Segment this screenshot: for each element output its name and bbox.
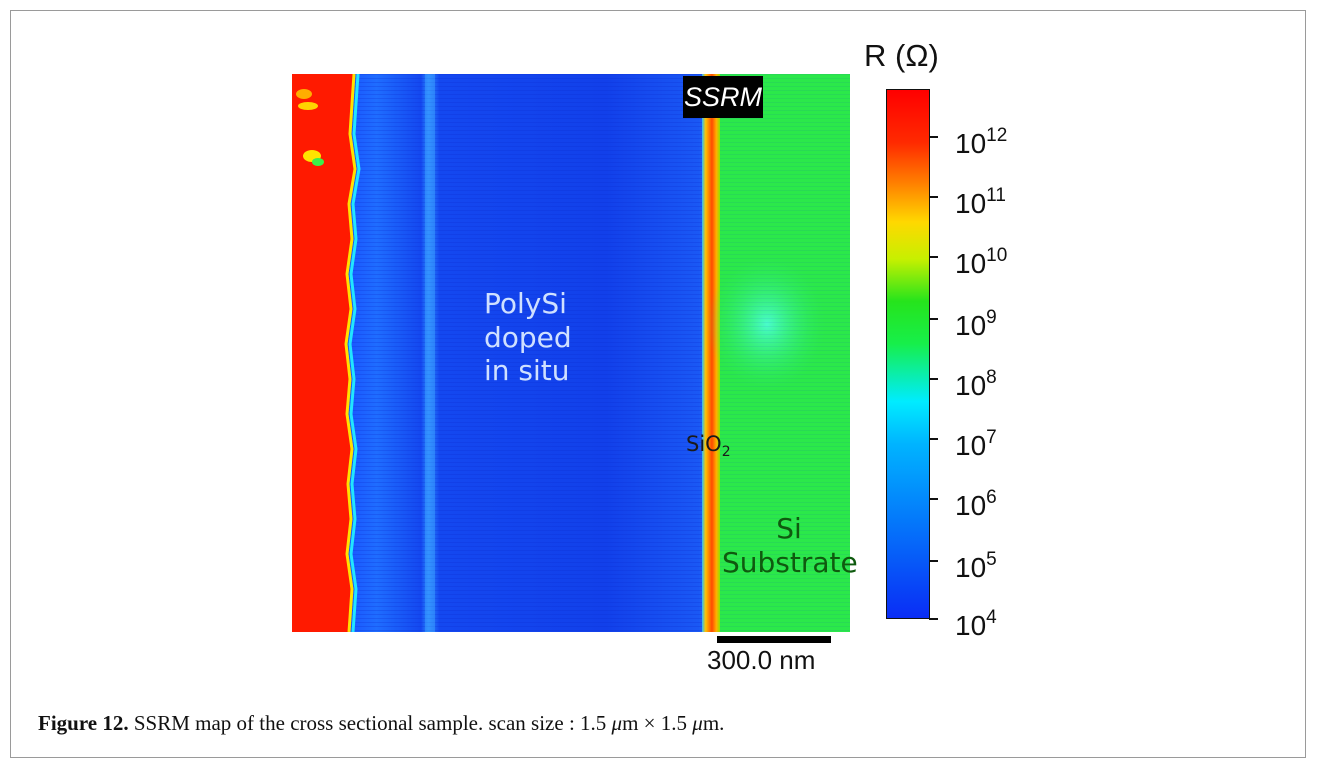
colorbar-tick [929,498,938,500]
colorbar-tick [929,438,938,440]
sio2-label-sub: 2 [721,444,731,461]
colorbar-label: 1012 [955,125,1008,159]
colorbar-label: 106 [955,487,997,521]
polysi-label-line-1: PolySi [484,287,567,320]
polysi-region-label: PolySi doped in situ [484,287,572,388]
colorbar-label: 109 [955,307,997,341]
ssrm-map-image [292,74,850,632]
colorbar-title: R (Ω) [864,38,939,73]
colorbar [886,89,930,619]
colorbar-label: 108 [955,367,997,401]
colorbar-tick [929,560,938,562]
sio2-region-label: SiO2 [686,432,731,461]
colorbar-tick [929,256,938,258]
colorbar-tick [929,618,938,620]
caption-label: Figure 12. [38,711,129,735]
polysi-label-line-2: doped [484,320,572,354]
colorbar-label: 1011 [955,185,1006,219]
scale-bar-label: 300.0 nm [707,645,816,675]
colorbar-tick [929,378,938,380]
figure-caption: Figure 12. SSRM map of the cross section… [38,711,725,735]
ssrm-map [292,74,850,632]
colorbar-tick [929,318,938,320]
polysi-label-line-3: in situ [484,354,570,388]
sio2-label-main: SiO [686,432,722,456]
colorbar-label: 1010 [955,245,1008,279]
colorbar-tick [929,136,938,138]
colorbar-label: 105 [955,549,997,583]
substrate-region-label: Si Substrate [722,512,858,579]
colorbar-label: 107 [955,427,997,461]
substrate-label-line-2: Substrate [722,545,858,579]
colorbar-tick [929,196,938,198]
scale-bar [717,636,831,643]
colorbar-label: 104 [955,607,997,641]
ssrm-tag: SSRM [683,76,763,118]
substrate-label-line-1: Si [776,512,802,545]
